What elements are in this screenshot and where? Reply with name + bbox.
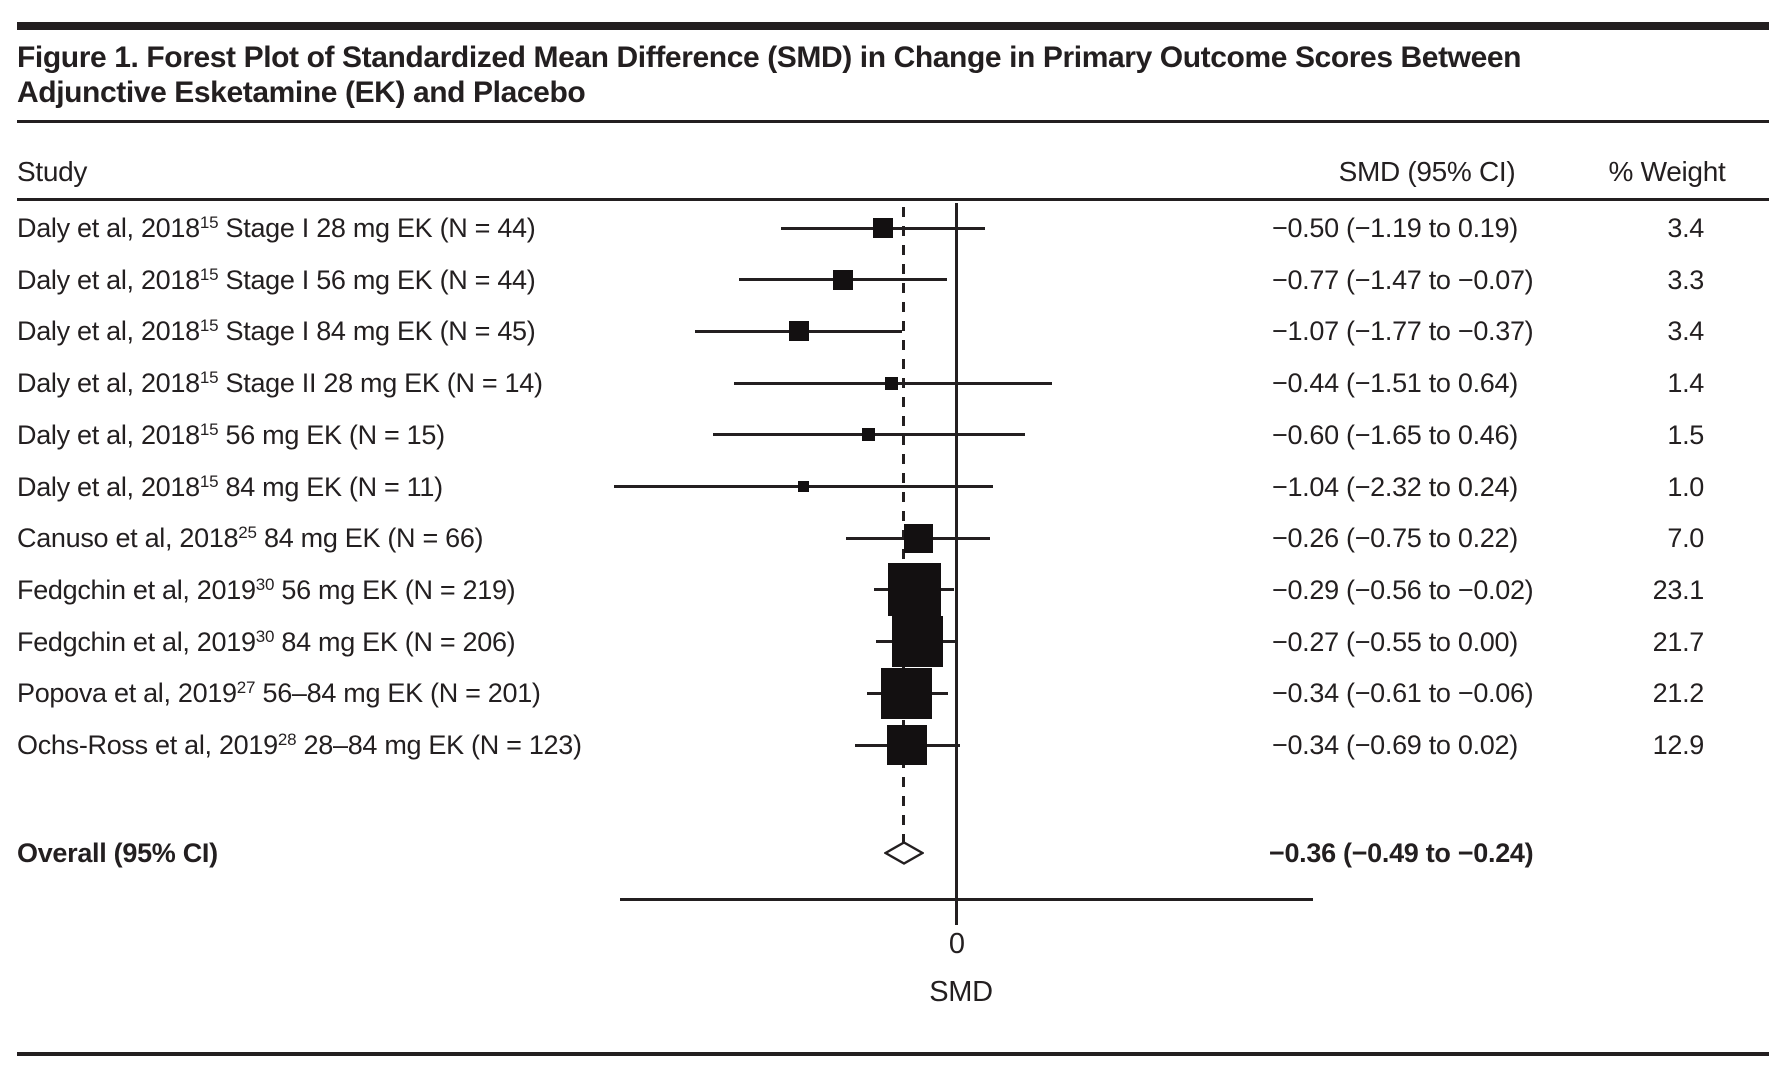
study-label: Fedgchin et al, 201930 84 mg EK (N = 206…	[17, 626, 516, 657]
x-axis-line	[620, 898, 1313, 901]
overall-diamond	[884, 841, 924, 865]
header-divider	[17, 198, 1769, 201]
reference-superscript: 15	[199, 316, 219, 336]
weight-value: 12.9	[1652, 730, 1705, 760]
overall-label: Overall (95% CI)	[17, 838, 218, 868]
study-label: Fedgchin et al, 201930 56 mg EK (N = 219…	[17, 574, 516, 605]
study-label: Popova et al, 201927 56–84 mg EK (N = 20…	[17, 678, 541, 709]
smd-ci-value: −0.77 (−1.47 to −0.07)	[1272, 264, 1534, 295]
weight-value: 1.0	[1667, 471, 1704, 502]
figure-title-line1: Figure 1. Forest Plot of Standardized Me…	[17, 41, 1522, 74]
study-label: Daly et al, 201815 Stage II 28 mg EK (N …	[17, 368, 543, 399]
null-effect-line	[955, 203, 958, 925]
smd-ci-value: −0.44 (−1.51 to 0.64)	[1272, 368, 1518, 399]
study-label: Daly et al, 201815 56 mg EK (N = 15)	[17, 419, 445, 450]
effect-size-square	[873, 218, 893, 238]
weight-value: 21.7	[1652, 626, 1705, 657]
reference-superscript: 27	[236, 678, 256, 698]
smd-ci-value: −0.50 (−1.19 to 0.19)	[1272, 213, 1518, 243]
smd-ci-value: −1.07 (−1.77 to −0.37)	[1272, 316, 1534, 347]
reference-superscript: 25	[238, 523, 257, 543]
effect-size-square	[861, 428, 875, 442]
x-axis-tick-zero: 0	[948, 928, 966, 960]
effect-size-square	[797, 481, 809, 492]
overall-effect-dashed-line	[902, 207, 905, 851]
effect-size-square	[881, 667, 933, 719]
study-label: Daly et al, 201815 Stage I 84 mg EK (N =…	[17, 316, 536, 347]
reference-superscript: 30	[255, 626, 275, 646]
effect-size-square	[788, 321, 809, 342]
smd-ci-value: −0.60 (−1.65 to 0.46)	[1272, 419, 1518, 450]
x-axis-title: SMD	[929, 976, 993, 1008]
reference-superscript: 15	[199, 471, 219, 491]
weight-value: 23.1	[1652, 574, 1705, 605]
weight-value: 1.5	[1667, 419, 1704, 450]
smd-ci-value: −0.29 (−0.56 to −0.02)	[1272, 574, 1534, 605]
figure-top-bar	[17, 22, 1769, 30]
reference-superscript: 15	[199, 368, 219, 388]
study-label: Canuso et al, 201825 84 mg EK (N = 66)	[17, 523, 484, 554]
reference-superscript: 15	[199, 419, 219, 439]
study-label: Daly et al, 201815 Stage I 56 mg EK (N =…	[17, 264, 536, 295]
figure-title: Figure 1. Forest Plot of Standardized Me…	[17, 40, 1777, 110]
weight-value: 3.4	[1667, 213, 1704, 243]
smd-ci-value: −0.34 (−0.69 to 0.02)	[1272, 730, 1518, 760]
effect-size-square	[833, 269, 854, 290]
smd-ci-value: −0.27 (−0.55 to 0.00)	[1272, 626, 1518, 657]
smd-ci-value: −0.26 (−0.75 to 0.22)	[1272, 523, 1518, 554]
reference-superscript: 28	[277, 730, 297, 749]
title-divider	[17, 120, 1769, 123]
weight-value: 3.4	[1667, 316, 1704, 347]
study-label: Daly et al, 201815 84 mg EK (N = 11)	[17, 471, 443, 502]
column-header-smd-ci: SMD (95% CI)	[1338, 156, 1516, 187]
smd-ci-value: −1.04 (−2.32 to 0.24)	[1272, 471, 1518, 502]
weight-value: 7.0	[1667, 523, 1704, 554]
weight-value: 1.4	[1667, 368, 1704, 399]
effect-size-square	[886, 725, 927, 765]
effect-size-square	[885, 376, 899, 390]
study-label: Ochs-Ross et al, 201928 28–84 mg EK (N =…	[17, 730, 582, 760]
effect-size-square	[887, 563, 941, 617]
reference-superscript: 15	[199, 264, 219, 284]
effect-size-square	[904, 523, 934, 553]
overall-smd-ci-value: −0.36 (−0.49 to −0.24)	[1269, 838, 1534, 868]
study-label: Daly et al, 201815 Stage I 28 mg EK (N =…	[17, 213, 536, 243]
reference-superscript: 30	[255, 574, 275, 594]
column-header-study: Study	[17, 156, 88, 187]
figure-bottom-border	[17, 1052, 1769, 1056]
smd-ci-value: −0.34 (−0.61 to −0.06)	[1272, 678, 1534, 709]
column-header-weight: % Weight	[1608, 156, 1726, 187]
reference-superscript: 15	[199, 213, 219, 232]
figure-title-line2: Adjunctive Esketamine (EK) and Placebo	[17, 76, 586, 109]
weight-value: 3.3	[1667, 264, 1704, 295]
weight-value: 21.2	[1652, 678, 1705, 709]
effect-size-square	[891, 616, 943, 668]
